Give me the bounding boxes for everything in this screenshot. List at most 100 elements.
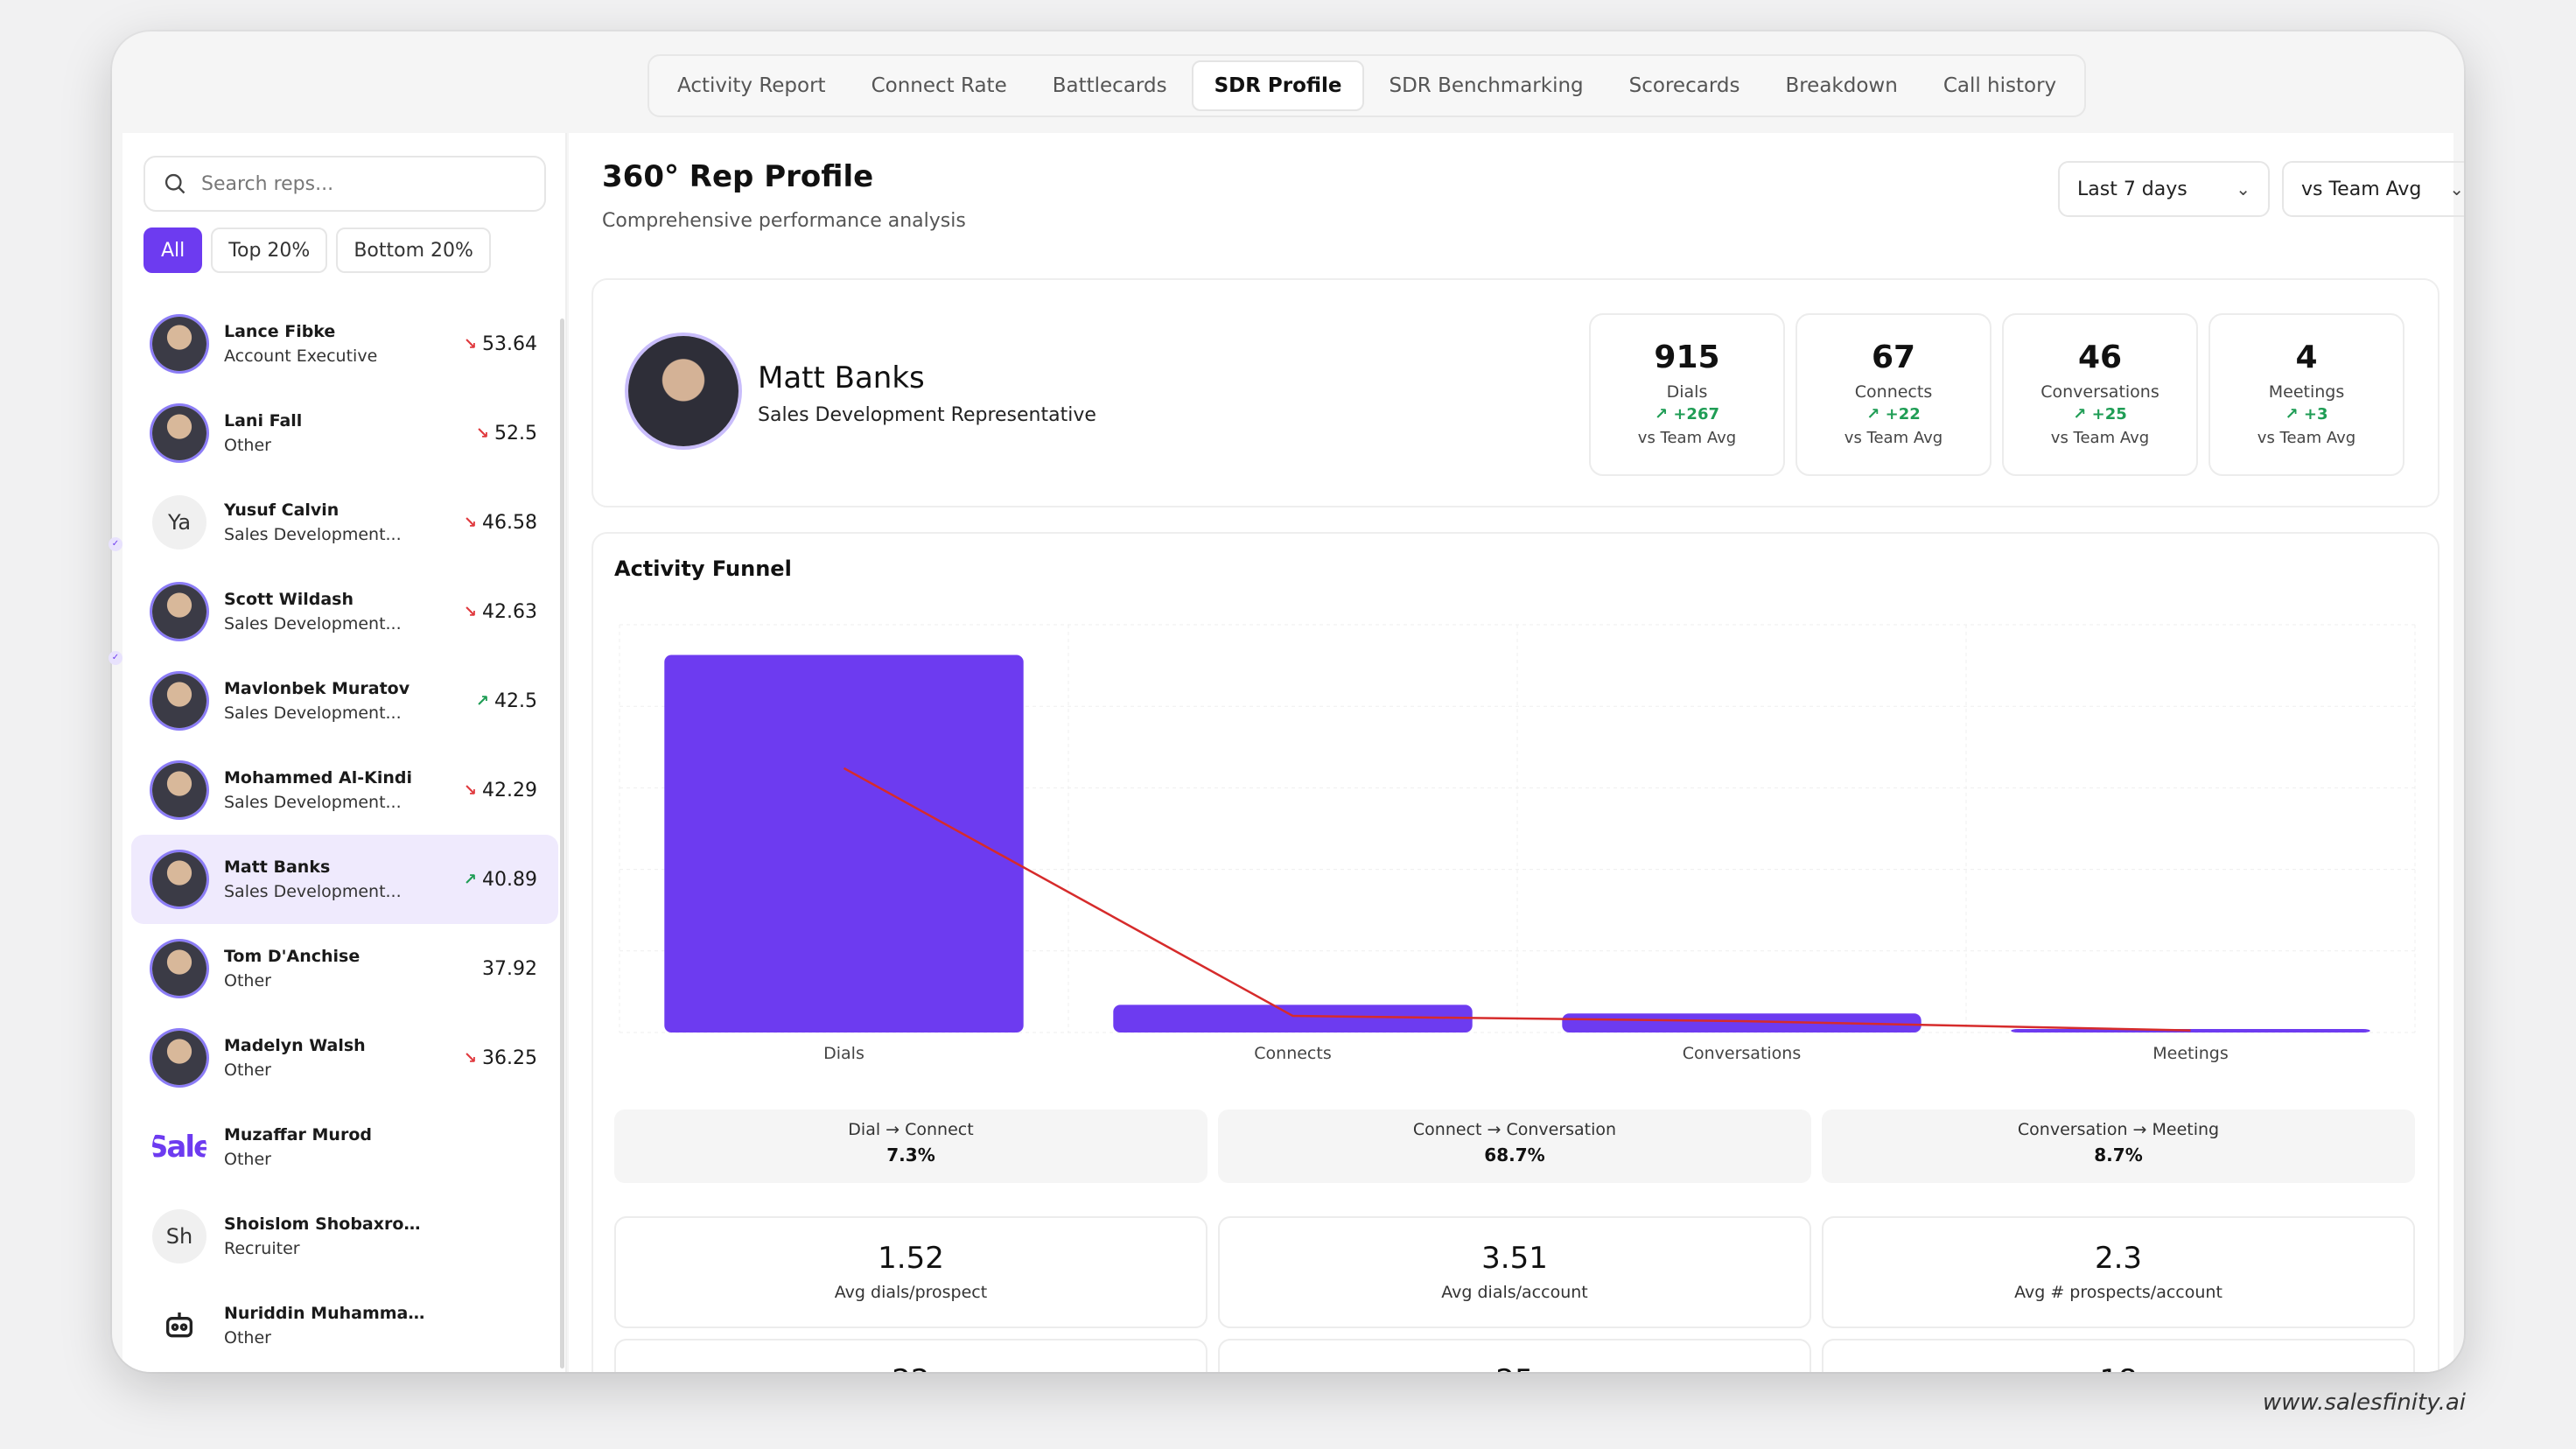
filter-bottom-20[interactable]: Bottom 20% <box>336 228 491 273</box>
rep-role: Sales Development... <box>224 525 402 544</box>
funnel-chart: Dials Connects Conversations Meetings <box>619 624 2416 1063</box>
rep-score: ↘ 53.64 <box>464 333 537 355</box>
tab-battlecards[interactable]: Battlecards <box>1052 74 1167 97</box>
rep-list-item[interactable]: Mohammed Al-Kindi Sales Development... ↘ 42… <box>131 746 558 835</box>
rep-list-item[interactable]: Matt Banks Sales Development... ↗ 40.89 <box>131 835 558 924</box>
app-window: Activity Report Connect Rate Battlecards SD… <box>112 32 2464 1372</box>
trend-down-icon: ↘ <box>463 334 478 354</box>
avatar <box>152 406 206 460</box>
rep-score-value: 36.25 <box>482 1046 537 1069</box>
main-panel: 360° Rep Profile Comprehensive performan… <box>569 133 2464 1372</box>
rep-list-item[interactable]: Nuriddin Muhammadjanov Other <box>131 1281 558 1370</box>
tab-scorecards[interactable]: Scorecards <box>1628 74 1740 97</box>
rep-role: Other <box>224 971 271 990</box>
conversion-ratio-card: Dial → Connect 7.3% <box>614 1110 1208 1183</box>
page-title: 360° Rep Profile <box>602 159 874 194</box>
metric-value: 18 <box>1824 1363 2413 1372</box>
stat-comparison: vs Team Avg <box>1637 429 1737 447</box>
rep-text: Mavlonbek Muratov Sales Development... <box>224 679 425 723</box>
rep-text: Shoislom Shobaxromov Recruiter <box>224 1214 425 1258</box>
funnel-bar-conversations[interactable] <box>1562 1013 1922 1032</box>
rep-list-item[interactable]: Scott Wildash Sales Development... ↘ 42.63 <box>131 567 558 656</box>
funnel-trend-line <box>843 766 2191 1032</box>
stat-value: 67 <box>1871 340 1916 375</box>
rep-name: Lani Fall <box>224 411 303 430</box>
rep-text: Lani Fall Other <box>224 411 425 455</box>
rep-text: Nuriddin Muhammadjanov Other <box>224 1304 425 1348</box>
avatar <box>152 942 206 996</box>
rep-list-item[interactable]: Madelyn Walsh Other ↘ 36.25 <box>131 1013 558 1102</box>
stat-comparison: vs Team Avg <box>2050 429 2150 447</box>
ratio-value: 7.3% <box>886 1144 935 1166</box>
filter-top-20[interactable]: Top 20% <box>211 228 328 273</box>
tab-sdr-benchmarking[interactable]: SDR Benchmarking <box>1389 74 1584 97</box>
robot-icon <box>166 1312 192 1338</box>
stat-delta: ↗ +3 <box>2210 405 2403 424</box>
trend-up-icon: ↗ <box>2073 405 2092 424</box>
funnel-bar-dials[interactable] <box>664 654 1024 1032</box>
search-box[interactable] <box>144 156 546 212</box>
stat-card-dials: 915 Dials ↗ +267 vs Team Avg <box>1589 313 1785 476</box>
stat-delta: ↗ +267 <box>1591 405 1783 424</box>
stat-label: Dials <box>1666 382 1708 402</box>
avatar <box>628 336 738 446</box>
rep-score: 37.92 <box>482 958 537 980</box>
metric-value: 2.3 <box>2094 1241 2143 1276</box>
rep-text: Yusuf Calvin Sales Development... <box>224 500 425 544</box>
profile-name: Matt Banks <box>758 360 925 396</box>
rep-list-item[interactable]: Mavlonbek Muratov Sales Development... ↗ 42… <box>131 656 558 746</box>
tab-breakdown[interactable]: Breakdown <box>1785 74 1898 97</box>
rep-role: Sales Development... <box>224 882 402 901</box>
metric-value: 1.52 <box>878 1241 944 1276</box>
rep-list-item[interactable]: Lance Fibke Account Executive ↘ 53.64 <box>131 299 558 388</box>
rep-score-value: 46.58 <box>482 511 537 534</box>
trend-up-icon: ↗ <box>475 691 490 710</box>
stat-comparison: vs Team Avg <box>2257 429 2356 447</box>
rep-score-value: 42.5 <box>494 690 537 712</box>
tab-call-history[interactable]: Call history <box>1942 74 2057 97</box>
metric-value: 22 <box>616 1363 1206 1372</box>
funnel-bar-connects[interactable] <box>1113 1004 1473 1032</box>
rep-role: Sales Development... <box>224 793 402 812</box>
rep-list-item[interactable]: Tom D'Anchise Other 37.92 <box>131 924 558 1013</box>
x-tick-label: Conversations <box>1683 1044 1802 1063</box>
trend-up-icon: ↗ <box>2285 405 2304 424</box>
stat-card-conversations: 46 Conversations ↗ +25 vs Team Avg <box>2002 313 2198 476</box>
trend-down-icon: ↘ <box>463 780 478 800</box>
rep-list-item[interactable]: Ya Yusuf Calvin Sales Development... ↘ 46.58 <box>131 478 558 567</box>
rep-list-item[interactable]: Sh Shoislom Shobaxromov Recruiter <box>131 1192 558 1281</box>
collapse-indicator-icon[interactable]: ✓ <box>108 537 122 551</box>
rep-name: Tom D'Anchise <box>224 947 360 966</box>
rep-name: Matt Banks <box>224 858 331 877</box>
rep-name: Shoislom Shobaxromov <box>224 1214 425 1234</box>
period-select[interactable]: Last 7 days ⌄ <box>2058 161 2270 217</box>
rep-list-item[interactable]: Lani Fall Other ↘ 52.5 <box>131 388 558 478</box>
trend-up-icon: ↗ <box>1866 405 1886 424</box>
tab-sdr-profile[interactable]: SDR Profile <box>1191 60 1365 111</box>
rep-name: Lance Fibke <box>224 322 336 341</box>
stat-label: Connects <box>1854 382 1933 402</box>
rep-text: Matt Banks Sales Development... <box>224 858 425 901</box>
stat-card-meetings: 4 Meetings ↗ +3 vs Team Avg <box>2208 313 2404 476</box>
filter-all[interactable]: All <box>144 228 203 273</box>
metric-card: 22 <box>614 1339 1208 1372</box>
rep-name: Madelyn Walsh <box>224 1036 366 1055</box>
tab-connect-rate[interactable]: Connect Rate <box>871 74 1007 97</box>
collapse-indicator-icon[interactable]: ✓ <box>108 651 122 665</box>
avatar <box>152 852 206 906</box>
rep-list-scrollbar[interactable] <box>560 318 564 1368</box>
rep-score-value: 52.5 <box>494 422 537 444</box>
search-input[interactable] <box>201 172 516 195</box>
page-subtitle: Comprehensive performance analysis <box>602 210 966 232</box>
tab-activity-report[interactable]: Activity Report <box>677 74 826 97</box>
rep-list-item[interactable]: Sale Muzaffar Murod Other <box>131 1102 558 1192</box>
funnel-bar-meetings[interactable] <box>2011 1029 2370 1032</box>
activity-funnel-card: Activity Funnel Dials Connects Conversatio… <box>592 532 2440 1372</box>
avatar <box>152 1031 206 1085</box>
ratio-label: Dial → Connect <box>848 1120 974 1139</box>
conversion-ratio-card: Conversation → Meeting 8.7% <box>1822 1110 2415 1183</box>
rep-text: Mohammed Al-Kindi Sales Development... <box>224 768 425 812</box>
compare-select[interactable]: vs Team Avg ⌄ <box>2282 161 2464 217</box>
metric-label: Avg dials/account <box>1441 1283 1588 1302</box>
rep-role: Other <box>224 1060 271 1080</box>
